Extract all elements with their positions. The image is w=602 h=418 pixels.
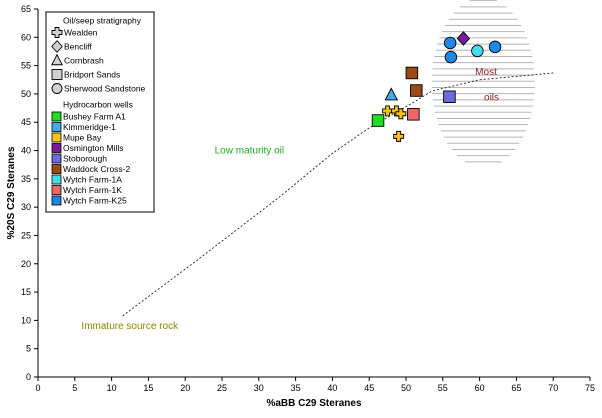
most-mature-oils-hatched-region <box>431 0 535 163</box>
x-tick-label: 20 <box>180 383 190 393</box>
legend-marker-square <box>51 69 63 80</box>
data-point-wytch-farm-1a <box>471 44 484 58</box>
x-tick-label: 10 <box>107 383 117 393</box>
legend-label-well: Kimmeridge-1 <box>63 122 116 132</box>
legend-stratigraphy-title: Oil/seep stratigraphy <box>63 16 142 26</box>
legend-label-well: Wytch Farm-K25 <box>63 196 127 206</box>
data-point-waddock-cross-2 <box>405 66 419 80</box>
x-tick-label: 55 <box>438 383 448 393</box>
x-axis-title: %aBB C29 Steranes <box>266 398 361 409</box>
x-tick-label: 30 <box>254 383 264 393</box>
x-tick-label: 60 <box>475 383 485 393</box>
legend-marker-diamond <box>51 40 63 53</box>
y-tick-label: 20 <box>21 259 31 269</box>
x-tick-label: 70 <box>548 383 558 393</box>
y-axis-ticks: 0 5 10 15 20 25 30 35 40 45 50 55 60 65 <box>21 4 38 382</box>
y-tick-label: 65 <box>21 4 31 14</box>
data-point-wealden-seeps <box>393 130 405 142</box>
legend-label-well: Osmington Mills <box>63 143 123 153</box>
legend-marker-circle <box>51 83 63 94</box>
x-tick-label: 15 <box>143 383 153 393</box>
x-tick-label: 45 <box>364 383 374 393</box>
legend-label-stratigraphy: Wealden <box>64 28 98 38</box>
y-tick-label: 25 <box>21 230 31 240</box>
legend-marker-cross <box>51 27 63 38</box>
y-tick-label: 30 <box>21 202 31 212</box>
y-tick-label: 0 <box>26 372 31 382</box>
legend-swatch <box>51 164 62 174</box>
x-tick-label: 65 <box>511 383 521 393</box>
legend-wells-title: Hydrocarbon wells <box>63 100 133 110</box>
maturity-trend-line <box>122 72 554 317</box>
y-tick-label: 5 <box>26 344 31 354</box>
legend-items: Oil/seep stratigraphy Wealden Bencliff Corn… <box>51 16 146 206</box>
data-point-bushey-farm-a1 <box>371 114 385 127</box>
y-tick-label: 40 <box>21 146 31 156</box>
y-tick-label: 50 <box>21 89 31 99</box>
x-tick-label: 25 <box>217 383 227 393</box>
data-point-wealden-seeps <box>395 108 407 120</box>
legend-label-well: Mupe Bay <box>63 133 102 143</box>
data-point-wytch-farm-k25 <box>444 50 458 64</box>
data-point-wealden-seeps <box>382 105 394 117</box>
legend-swatch <box>51 143 62 153</box>
x-tick-label: 5 <box>72 383 77 393</box>
x-axis-ticks: 0 5 10 15 20 25 30 35 40 45 50 55 60 65 70 75 <box>35 377 595 393</box>
legend-label-stratigraphy: Bridport Sands <box>64 70 120 80</box>
legend-label-stratigraphy: Cornbrash <box>64 56 104 66</box>
legend-label-well: Bushey Farm A1 <box>63 112 126 122</box>
legend-box <box>45 11 155 213</box>
legend-label-stratigraphy: Bencliff <box>64 42 92 52</box>
legend-swatch <box>51 111 62 122</box>
x-tick-label: 35 <box>291 383 301 393</box>
legend-swatch <box>51 185 62 195</box>
annotation-low-maturity: Low maturity oil <box>215 145 284 156</box>
y-tick-label: 35 <box>21 174 31 184</box>
annotations: Low maturity oil Immature source rock Most… <box>81 67 499 332</box>
maturity-trend-polyline <box>122 72 554 317</box>
legend-label-well: Wytch Farm-1A <box>63 175 122 185</box>
x-tick-label: 75 <box>585 383 595 393</box>
legend-swatch <box>51 132 62 143</box>
legend-swatch <box>51 195 62 206</box>
legend-label-well: Waddock Cross-2 <box>63 164 131 174</box>
data-point-kimmeridge-1 <box>384 87 399 101</box>
data-point-wytch-farm-1k <box>407 108 420 121</box>
y-tick-label: 10 <box>21 315 31 325</box>
legend-swatch <box>51 174 62 185</box>
annotation-oils: oils <box>484 93 499 104</box>
annotation-most: Most <box>475 67 497 78</box>
data-point-waddock-cross-2 <box>410 84 423 97</box>
legend-label-well: Wytch Farm-1K <box>63 185 122 195</box>
legend-swatch <box>51 122 62 132</box>
legend-swatch <box>51 153 62 164</box>
x-tick-label: 40 <box>327 383 337 393</box>
data-point-wytch-farm-k25 <box>488 40 502 54</box>
y-tick-label: 55 <box>21 61 31 71</box>
y-tick-label: 60 <box>21 32 31 42</box>
data-point-osmington-mills <box>456 31 471 46</box>
data-point-stoborough <box>443 90 456 104</box>
y-axis-title: %20S C29 Steranes <box>6 146 17 239</box>
x-tick-label: 0 <box>35 383 40 393</box>
annotation-immature: Immature source rock <box>81 321 179 332</box>
legend-label-well: Stoborough <box>63 154 107 164</box>
legend-label-stratigraphy: Sherwood Sandstone <box>64 84 146 94</box>
data-point-wytch-farm-k25 <box>443 36 457 50</box>
y-tick-label: 45 <box>21 117 31 127</box>
y-tick-label: 15 <box>21 287 31 297</box>
legend: Oil/seep stratigraphy Wealden Bencliff Corn… <box>45 11 155 213</box>
legend-marker-triangle <box>51 53 63 66</box>
x-tick-label: 50 <box>401 383 411 393</box>
data-points <box>371 31 502 142</box>
